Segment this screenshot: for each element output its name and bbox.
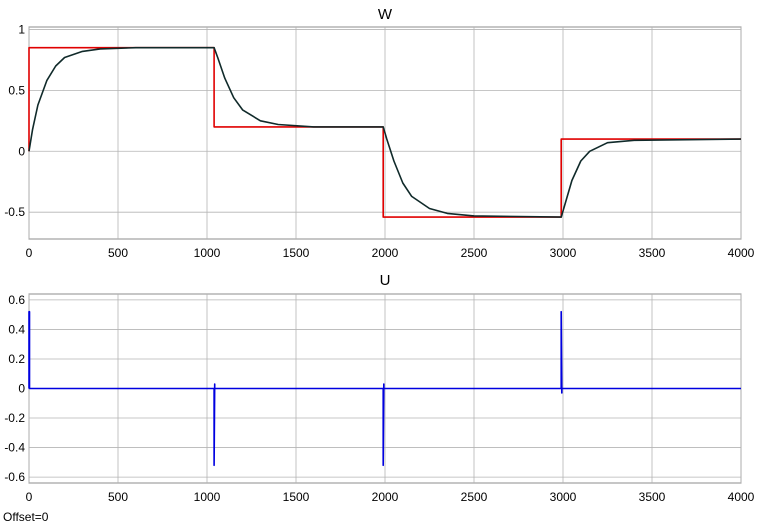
u-x-tick-label: 0 bbox=[26, 490, 33, 504]
u-x-tick-label: 1500 bbox=[283, 490, 310, 504]
w-x-tick-label: 0 bbox=[26, 246, 33, 260]
u-x-tick-label: 3000 bbox=[550, 490, 577, 504]
offset-label: Offset=0 bbox=[3, 510, 49, 524]
w-y-tick-label: 1 bbox=[18, 22, 25, 36]
u-y-tick-label: 0.2 bbox=[8, 352, 25, 366]
u-x-tick-label: 500 bbox=[108, 490, 128, 504]
w-y-tick-label: 0.5 bbox=[8, 83, 25, 97]
w-y-tick-label: -0.5 bbox=[4, 205, 25, 219]
u-x-tick-label: 2500 bbox=[461, 490, 488, 504]
w-x-tick-label: 1000 bbox=[194, 246, 221, 260]
u-plot-panel: U 0 500 1000 1500 2000 2500 3000 3500 4000 -0.6 -0.… bbox=[4, 272, 754, 504]
w-y-tick-label: 0 bbox=[18, 144, 25, 158]
w-x-tick-label: 2500 bbox=[461, 246, 488, 260]
w-x-tick-label: 2000 bbox=[372, 246, 399, 260]
u-series-line-0 bbox=[28, 310, 741, 467]
w-x-tick-label: 500 bbox=[108, 246, 128, 260]
w-x-tick-label: 4000 bbox=[728, 246, 755, 260]
u-y-tick-label: -0.6 bbox=[4, 470, 25, 484]
w-plot-panel: W 0 500 1000 1500 2000 2500 3000 3500 4000 -0.5 0 0.… bbox=[4, 6, 754, 260]
u-x-tick-label: 3500 bbox=[639, 490, 666, 504]
u-y-tick-label: 0 bbox=[18, 382, 25, 396]
w-x-tick-label: 3500 bbox=[639, 246, 666, 260]
w-x-tick-label: 3000 bbox=[550, 246, 577, 260]
u-y-tick-label: 0.6 bbox=[8, 293, 25, 307]
w-x-tick-label: 1500 bbox=[283, 246, 310, 260]
w-series-line-1 bbox=[28, 46, 742, 218]
u-y-tick-label: -0.4 bbox=[4, 441, 25, 455]
u-x-tick-label: 4000 bbox=[728, 490, 755, 504]
u-y-tick-label: -0.2 bbox=[4, 411, 25, 425]
u-x-tick-label: 2000 bbox=[372, 490, 399, 504]
u-y-tick-label: 0.4 bbox=[8, 322, 25, 336]
u-x-tick-label: 1000 bbox=[194, 490, 221, 504]
w-plot-title: W bbox=[378, 6, 393, 23]
u-plot-title: U bbox=[380, 272, 391, 289]
